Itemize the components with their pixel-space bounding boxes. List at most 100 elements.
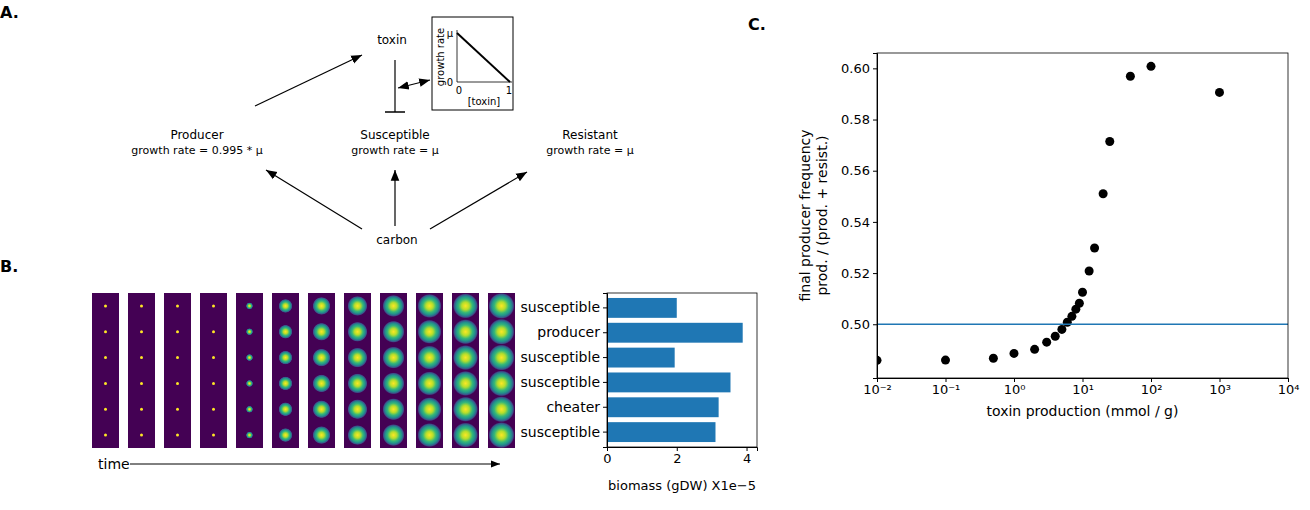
time-series-images bbox=[92, 293, 515, 448]
y-axis-label: prod. / (prod. + resist.) bbox=[814, 135, 830, 295]
colony bbox=[246, 406, 253, 413]
colony bbox=[246, 328, 253, 335]
colony bbox=[453, 371, 478, 396]
inset-tick-label: μ bbox=[447, 28, 454, 39]
colony bbox=[383, 295, 405, 317]
colony bbox=[279, 376, 293, 390]
colony bbox=[140, 408, 143, 411]
bars bbox=[607, 298, 743, 442]
tick-label: susceptible bbox=[521, 299, 600, 315]
colony bbox=[313, 297, 331, 315]
panel-label: A. bbox=[0, 3, 19, 22]
colony bbox=[489, 370, 515, 396]
colony bbox=[453, 423, 478, 448]
tick: 0.58 bbox=[841, 112, 877, 127]
node-label: carbon bbox=[376, 233, 417, 247]
marks bbox=[877, 62, 1288, 365]
tick: 0.60 bbox=[841, 61, 877, 76]
arrow bbox=[255, 55, 362, 106]
colony bbox=[418, 294, 442, 318]
point bbox=[1010, 349, 1019, 358]
tick: 4 bbox=[743, 447, 751, 466]
inset-axis-label: growth rate bbox=[435, 28, 446, 86]
y-axis: 0.500.520.540.560.580.60 bbox=[841, 54, 877, 379]
point bbox=[1105, 137, 1114, 146]
colony bbox=[453, 397, 478, 422]
inset-line bbox=[457, 33, 510, 82]
colony bbox=[313, 374, 331, 392]
tick-label: cheater bbox=[546, 399, 600, 415]
panel-label: B. bbox=[0, 257, 18, 276]
tick-mark bbox=[603, 432, 607, 433]
tick: 0 bbox=[603, 447, 611, 466]
frame bbox=[200, 293, 227, 448]
colony bbox=[212, 434, 215, 437]
colony bbox=[246, 354, 253, 361]
colony bbox=[453, 345, 478, 370]
colony bbox=[418, 371, 442, 395]
node-sublabel: growth rate = μ bbox=[546, 144, 633, 157]
tick-label: 10⁻² bbox=[863, 382, 892, 397]
colony bbox=[212, 382, 215, 385]
colony bbox=[140, 382, 143, 385]
colony bbox=[348, 322, 368, 342]
node-sublabel: growth rate = μ bbox=[351, 144, 438, 157]
x-axis: 10⁻²10⁻¹10⁰10¹10²10³10⁴ bbox=[863, 378, 1299, 397]
inhibition-bar bbox=[385, 111, 405, 113]
scatter-chart: 10⁻²10⁻¹10⁰10¹10²10³10⁴0.500.520.540.560… bbox=[797, 53, 1299, 419]
tick-label: 0.58 bbox=[841, 112, 870, 127]
figure: A.B.C.toxinProducergrowth rate = 0.995 *… bbox=[0, 0, 1310, 510]
colony bbox=[104, 304, 107, 307]
point bbox=[1042, 338, 1051, 347]
arrow bbox=[266, 170, 362, 229]
tick-label: 0 bbox=[603, 451, 611, 466]
tick-label: 0.56 bbox=[841, 163, 870, 178]
colony bbox=[140, 304, 143, 307]
tick-label: 10⁻¹ bbox=[932, 382, 961, 397]
point bbox=[1147, 62, 1156, 71]
colony bbox=[140, 356, 143, 359]
point bbox=[989, 354, 998, 363]
tick-label: 4 bbox=[743, 451, 751, 466]
colony bbox=[279, 428, 293, 442]
node-sublabel: growth rate = 0.995 * μ bbox=[131, 144, 262, 157]
tick-label: 2 bbox=[673, 451, 681, 466]
colony bbox=[489, 345, 515, 371]
tick: 10⁰ bbox=[1004, 378, 1026, 397]
tick-label: 10³ bbox=[1209, 382, 1231, 397]
tick: 0.54 bbox=[841, 215, 877, 230]
colony bbox=[279, 351, 293, 365]
colony bbox=[176, 304, 179, 307]
frame bbox=[380, 293, 407, 448]
point bbox=[1075, 299, 1084, 308]
tick: susceptible bbox=[521, 349, 607, 365]
colony bbox=[104, 408, 107, 411]
tick-mark bbox=[873, 120, 877, 121]
colony bbox=[104, 434, 107, 437]
frame bbox=[452, 293, 479, 448]
node-label: Resistant bbox=[562, 128, 618, 142]
tick-label: 0.54 bbox=[841, 215, 870, 230]
tick-mark bbox=[603, 307, 607, 308]
node-label: Producer bbox=[170, 128, 223, 142]
inset-axes bbox=[457, 30, 512, 82]
tick-mark bbox=[873, 171, 877, 172]
colony bbox=[313, 323, 331, 341]
inset-axis-label: [toxin] bbox=[468, 96, 501, 107]
tick: susceptible bbox=[521, 424, 607, 440]
tick-mark bbox=[603, 407, 607, 408]
colony bbox=[104, 356, 107, 359]
arrow bbox=[398, 80, 430, 88]
tick: 0.52 bbox=[841, 266, 877, 281]
tick: producer bbox=[537, 324, 607, 340]
colony bbox=[383, 372, 405, 394]
colony bbox=[140, 330, 143, 333]
frame bbox=[416, 293, 443, 448]
bar bbox=[607, 422, 715, 442]
colony bbox=[176, 356, 179, 359]
bar bbox=[607, 348, 675, 368]
colony bbox=[489, 293, 515, 319]
axis-line bbox=[608, 448, 758, 452]
plot-frame bbox=[877, 53, 1288, 378]
colony bbox=[279, 299, 293, 313]
